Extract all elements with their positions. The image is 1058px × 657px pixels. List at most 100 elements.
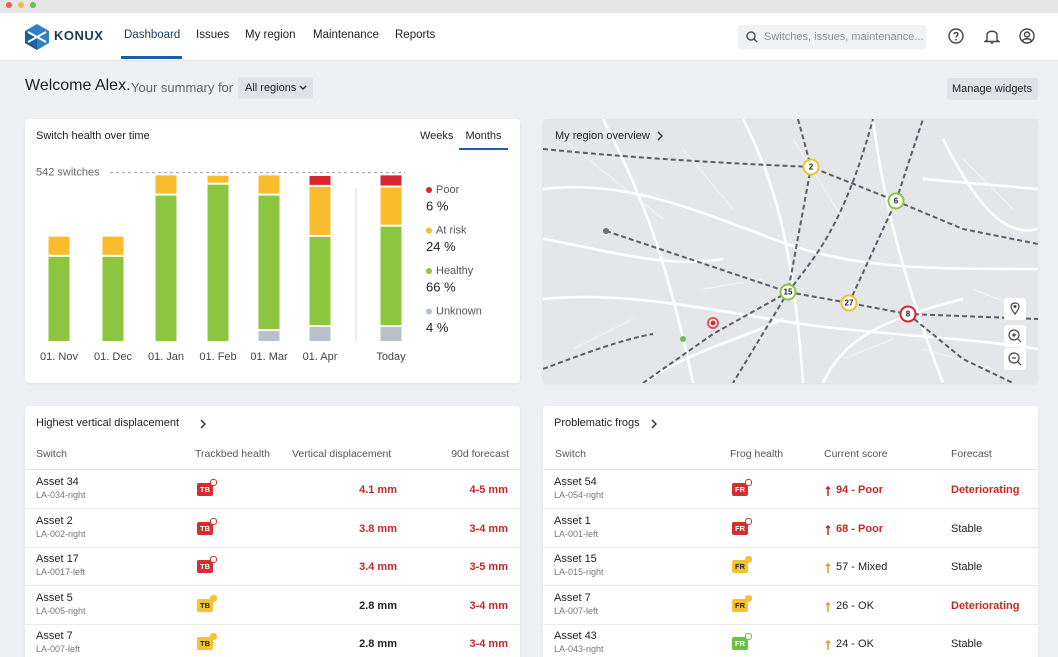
- search-box[interactable]: Switches, issues, maintenance...: [738, 25, 926, 49]
- score-icon: [825, 638, 831, 651]
- bar-segment: [207, 175, 229, 183]
- x-tick-label: 01. Dec: [94, 351, 132, 363]
- displacement-value: 3.4 mm: [359, 561, 397, 574]
- badge-indicator: [745, 556, 752, 564]
- bar-segment: [258, 175, 280, 194]
- bar-segment: [309, 236, 331, 326]
- map-marker[interactable]: [887, 192, 905, 210]
- manage-widgets-button[interactable]: Manage widgets: [947, 78, 1038, 100]
- frogs-card: Problematic frogs Switch Frog health Curren…: [543, 406, 1038, 657]
- toggle-months[interactable]: Months: [459, 130, 508, 150]
- greeting: Welcome Alex.: [25, 77, 131, 94]
- badge-indicator: [210, 479, 217, 486]
- map-marker[interactable]: [802, 158, 820, 176]
- asset-name: Asset 1: [554, 514, 591, 527]
- health-chart: 542 switches 01. Nov 01. Dec 01. Jan 01. Feb…: [36, 166, 482, 363]
- region-label: All regions: [245, 82, 297, 94]
- map-marker-count: 15: [784, 288, 793, 297]
- window-buttons: [6, 2, 36, 8]
- bar-segment: [380, 175, 402, 186]
- user-icon[interactable]: [1019, 28, 1035, 44]
- bar-segment: [380, 226, 402, 326]
- column-header: Frog health: [730, 448, 784, 460]
- forecast-value: 4-5 mm: [469, 484, 508, 496]
- forecast-value: Deteriorating: [951, 484, 1020, 496]
- map-marker-count: 27: [845, 299, 854, 308]
- nav-tab[interactable]: Reports: [395, 29, 436, 41]
- bar-segment: [380, 327, 402, 341]
- health-badge: FR: [732, 560, 748, 574]
- legend-swatch: [426, 227, 432, 234]
- legend-share: 66 %: [426, 279, 456, 294]
- column-header: 90d forecast: [451, 448, 509, 460]
- nav-tab[interactable]: My region: [245, 29, 296, 41]
- badge-indicator: [210, 633, 217, 641]
- score-value: 94 - Poor: [836, 484, 884, 496]
- legend-label: Unknown: [436, 305, 482, 317]
- row-divider: [543, 546, 1038, 548]
- table-title[interactable]: Problematic frogs: [554, 417, 640, 429]
- displacement-value: 2.8 mm: [359, 638, 397, 651]
- bar-segment: [258, 331, 280, 341]
- map-marker[interactable]: [779, 283, 797, 301]
- window-chrome: [0, 0, 1058, 13]
- summary-prompt: Your summary for: [131, 80, 234, 95]
- bar-segment: [380, 187, 402, 225]
- max-dot: [30, 2, 36, 8]
- score-value: 26 - OK: [836, 599, 874, 612]
- asset-name: Asset 17: [36, 553, 79, 566]
- search-icon: [746, 31, 758, 43]
- column-header: Trackbed health: [195, 448, 270, 460]
- help-icon[interactable]: [948, 28, 964, 44]
- map-marker[interactable]: [840, 294, 858, 312]
- score-icon: [825, 600, 831, 612]
- row-divider: [543, 623, 1038, 625]
- asset-id: LA-034-right: [36, 490, 86, 500]
- health-badge: TB: [197, 521, 213, 535]
- nav-tab[interactable]: Maintenance: [313, 29, 379, 41]
- legend-share: 4 %: [426, 320, 449, 335]
- nav-tab[interactable]: Issues: [196, 29, 230, 41]
- toggle-weeks[interactable]: Weeks: [420, 130, 454, 142]
- zoom-in-button[interactable]: [1004, 325, 1026, 347]
- health-badge: TB: [197, 637, 213, 651]
- asset-id: LA-015-right: [554, 567, 604, 578]
- asset-name: Asset 43: [554, 630, 597, 643]
- chevron: [657, 131, 663, 141]
- region-dropdown[interactable]: All regions: [238, 77, 313, 99]
- chevron: [199, 417, 207, 429]
- health-badge: TB: [197, 598, 213, 612]
- row-divider: [543, 585, 1038, 587]
- map-card: 2 6 15 27 8 My region overview: [543, 119, 1038, 383]
- manage-widgets-label: Manage widgets: [952, 83, 1033, 95]
- forecast-value: 3-4 mm: [469, 599, 508, 612]
- asset-name: Asset 15: [554, 553, 597, 566]
- table-title[interactable]: Highest vertical displacement: [36, 417, 180, 429]
- forecast-value: Deteriorating: [951, 599, 1020, 612]
- x-tick-label: 01. Jan: [148, 351, 184, 363]
- asset-name: Asset 34: [36, 476, 79, 488]
- badge-indicator: [210, 594, 217, 602]
- map-marker[interactable]: [899, 305, 917, 323]
- forecast-value: 3-4 mm: [469, 522, 508, 535]
- score-icon: [825, 523, 831, 535]
- health-badge: TB: [197, 483, 213, 496]
- nav-tab[interactable]: Dashboard: [124, 29, 181, 41]
- bar-segment: [207, 184, 229, 341]
- displacement-value: 3.8 mm: [359, 522, 397, 535]
- score-arrow: [825, 563, 831, 574]
- zoom-out-button[interactable]: [1004, 348, 1026, 370]
- row-divider: [25, 585, 520, 587]
- search-placeholder: Switches, issues, maintenance...: [764, 31, 924, 43]
- locate-button[interactable]: [1004, 298, 1026, 320]
- bell-icon[interactable]: [984, 28, 1000, 45]
- badge-indicator: [745, 517, 752, 525]
- x-tick-label: 01. Mar: [250, 351, 288, 363]
- x-tick-label: 01. Feb: [199, 351, 236, 363]
- asset-id: LA-043-right: [554, 644, 604, 655]
- row-divider: [25, 508, 520, 509]
- legend-label: Healthy: [436, 265, 474, 277]
- map-title[interactable]: My region overview: [555, 130, 650, 142]
- score-value: 57 - Mixed: [836, 561, 888, 574]
